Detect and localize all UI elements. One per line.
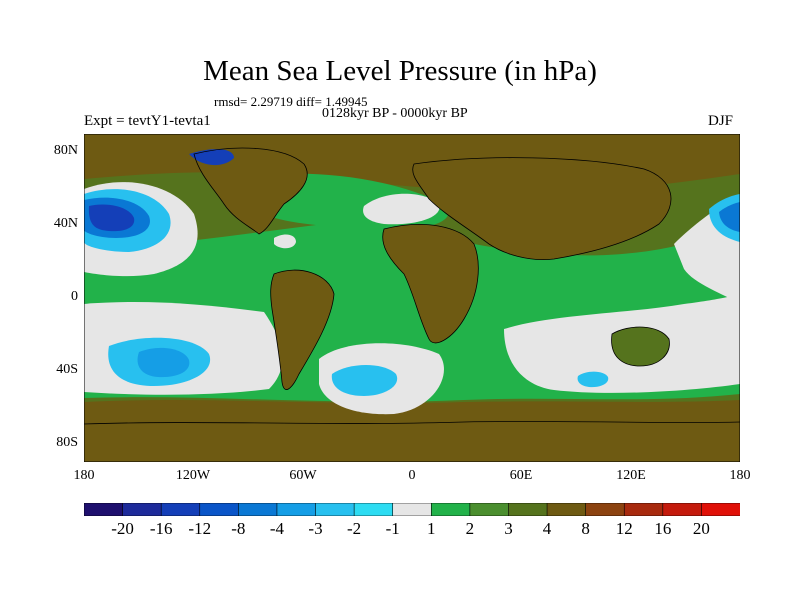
pacific-grey-spot — [274, 234, 296, 249]
colorbar-swatch — [546, 503, 587, 516]
period-label: 0128kyr BP - 0000kyr BP — [322, 106, 468, 121]
north-america-coastline — [193, 147, 308, 235]
lon-label-0: 0 — [408, 468, 416, 483]
lon-label-120e: 120E — [616, 468, 646, 483]
stats-line: rmsd= 2.29719 diff= 1.49945 — [214, 94, 368, 109]
colorbar-label: 8 — [581, 519, 590, 538]
australia-land — [611, 327, 670, 366]
lat-label-80s: 80S — [56, 435, 78, 450]
eurasia-coastline — [412, 157, 672, 261]
colorbar-swatch — [84, 503, 124, 516]
colorbar-label: -1 — [385, 519, 400, 538]
africa-land — [382, 224, 479, 343]
colorbar-label: 3 — [504, 519, 513, 538]
colorbar-swatch — [276, 503, 317, 516]
colorbar — [84, 503, 740, 516]
colorbar-swatch — [122, 503, 162, 516]
north-atlantic-grey — [363, 193, 440, 225]
colorbar-label: 12 — [615, 519, 633, 538]
colorbar-swatch — [662, 503, 703, 516]
colorbar-swatch — [701, 503, 740, 516]
colorbar-label: 20 — [692, 519, 710, 538]
south-pacific-low — [137, 347, 190, 378]
south-atlantic-cyan — [331, 365, 398, 396]
season-label: DJF — [708, 113, 734, 129]
north-pacific-low — [88, 204, 135, 232]
pressure-map — [84, 134, 740, 462]
colorbar-swatch — [238, 503, 278, 516]
colorbar-swatch — [353, 503, 394, 516]
australia-coastline — [611, 326, 670, 367]
lat-label-equator: 0 — [71, 289, 78, 304]
colorbar-swatch — [469, 503, 510, 516]
colorbar-label: -20 — [111, 519, 134, 538]
lon-label-60w: 60W — [289, 468, 317, 483]
lat-label-40n: 40N — [53, 216, 78, 231]
africa-coastline — [382, 224, 479, 344]
lon-label-60e: 60E — [509, 468, 533, 483]
lon-label-120w: 120W — [175, 468, 211, 483]
colorbar-label: -8 — [231, 519, 246, 538]
colorbar-swatch — [508, 503, 548, 516]
antarctic-high-region — [84, 400, 740, 462]
experiment-label: Expt = tevtY1-tevta1 — [84, 113, 211, 129]
map-title: Mean Sea Level Pressure (in hPa) — [203, 55, 597, 87]
colorbar-swatch — [199, 503, 240, 516]
lon-label-180w: 180 — [73, 468, 95, 483]
greenland-low — [189, 149, 234, 166]
eurasia-land — [412, 157, 671, 260]
north-america-land — [194, 148, 308, 234]
colorbar-label: 1 — [427, 519, 436, 538]
colorbar-label: 2 — [465, 519, 475, 538]
colorbar-swatch — [430, 503, 471, 516]
colorbar-label: -3 — [308, 519, 323, 538]
colorbar-swatch — [315, 503, 355, 516]
colorbar-swatch — [585, 503, 626, 516]
colorbar-label: 16 — [654, 519, 672, 538]
colorbar-label: -2 — [347, 519, 362, 538]
lat-label-80n: 80N — [53, 143, 78, 158]
south-america-land — [270, 270, 334, 390]
lon-label-180e: 180 — [729, 468, 751, 483]
south-america-coastline — [270, 269, 335, 390]
colorbar-swatch — [623, 503, 664, 516]
antarctica-coastline — [84, 421, 740, 425]
colorbar-label: -12 — [188, 519, 212, 538]
south-indian-cyan — [577, 371, 609, 388]
lat-label-40s: 40S — [56, 362, 78, 377]
colorbar-swatch — [160, 503, 201, 516]
colorbar-label: -16 — [149, 519, 173, 538]
colorbar-swatch — [392, 503, 433, 516]
colorbar-label: -4 — [269, 519, 285, 538]
east-pacific-blue — [719, 202, 740, 232]
colorbar-label: 4 — [542, 519, 552, 538]
